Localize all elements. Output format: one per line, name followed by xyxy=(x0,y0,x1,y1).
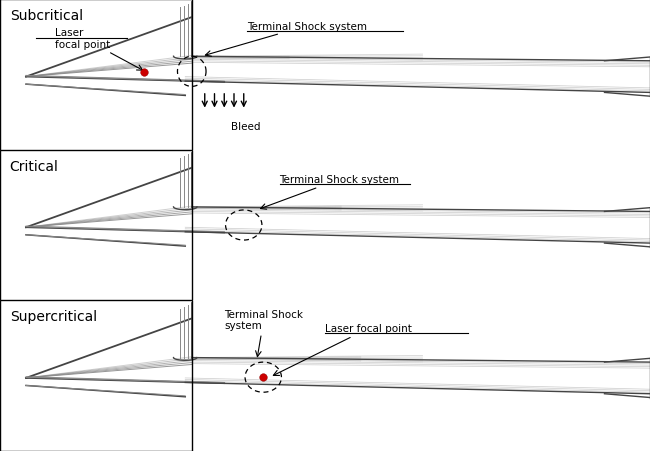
Text: Terminal Shock system: Terminal Shock system xyxy=(261,175,400,210)
Text: Laser focal point: Laser focal point xyxy=(274,324,412,376)
Text: Laser
focal point: Laser focal point xyxy=(55,28,143,71)
Text: Supercritical: Supercritical xyxy=(10,310,97,324)
Text: Terminal Shock system: Terminal Shock system xyxy=(205,22,367,57)
Bar xyxy=(0,150,192,301)
Text: Terminal Shock
system: Terminal Shock system xyxy=(224,309,304,357)
Bar xyxy=(0,0,192,150)
Text: Bleed: Bleed xyxy=(231,122,260,132)
Text: Critical: Critical xyxy=(10,159,58,173)
Bar xyxy=(0,301,192,451)
Text: Subcritical: Subcritical xyxy=(10,9,83,23)
